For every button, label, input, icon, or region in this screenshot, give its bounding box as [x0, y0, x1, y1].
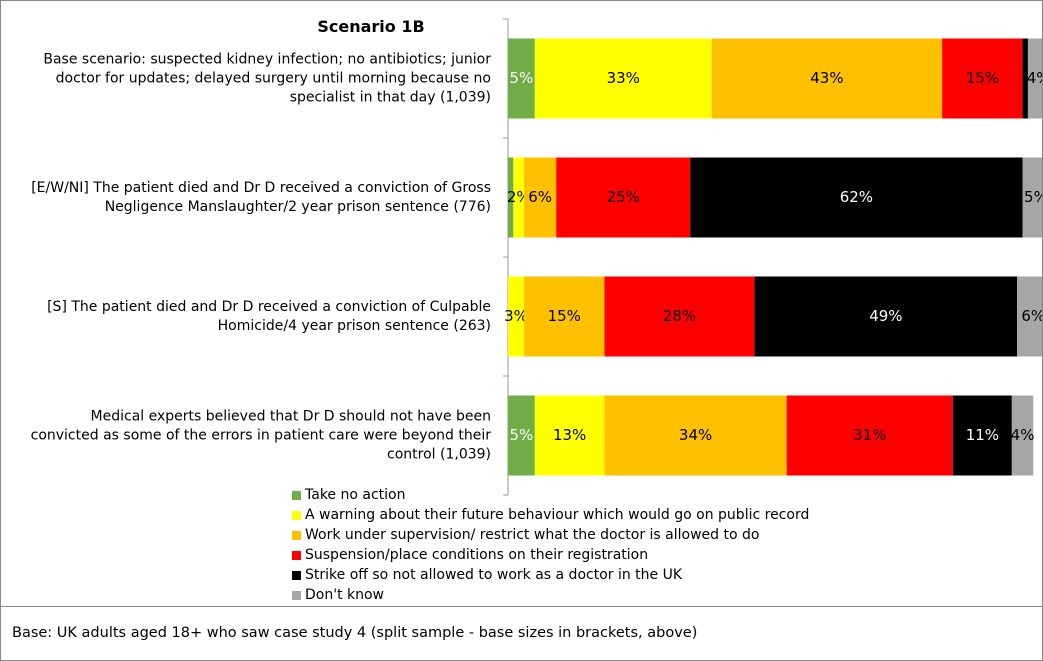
data-label: 5% — [510, 426, 534, 444]
bar-segment — [711, 38, 943, 119]
legend-swatch — [292, 570, 301, 580]
legend-label: Suspension/place conditions on their reg… — [305, 547, 649, 563]
bar-segment — [604, 395, 787, 476]
bar-segment — [508, 276, 525, 357]
data-label: 43% — [810, 69, 843, 87]
bar-segment — [690, 157, 1023, 238]
bar-segment — [1017, 276, 1042, 357]
legend-item: Work under supervision/ restrict what th… — [292, 525, 809, 545]
legend-label: Strike off so not allowed to work as a d… — [305, 567, 683, 583]
legend-swatch — [292, 490, 301, 500]
data-label: 6% — [528, 188, 552, 206]
category-label: Base scenario: suspected kidney infectio… — [43, 51, 491, 105]
footnote: Base: UK adults aged 18+ who saw case st… — [12, 625, 698, 641]
category-label: [E/W/NI] The patient died and Dr D recei… — [31, 179, 491, 215]
bar-segment — [513, 157, 525, 238]
bar-segment — [942, 38, 1023, 119]
data-label: 6% — [1021, 307, 1043, 325]
data-label: 5% — [1024, 188, 1043, 206]
bar-segment — [556, 157, 691, 238]
data-label: 13% — [553, 426, 586, 444]
data-label: 4% — [1011, 426, 1035, 444]
bar-segment — [524, 276, 605, 357]
separator — [1, 606, 1042, 607]
category-label: Medical experts believed that Dr D shoul… — [30, 408, 491, 462]
bar-segment — [534, 395, 605, 476]
legend-item: Strike off so not allowed to work as a d… — [292, 565, 809, 585]
bar-segment — [1022, 157, 1042, 238]
legend-swatch — [292, 550, 301, 560]
legend: Take no action A warning about their futu… — [292, 485, 809, 605]
legend-label: A warning about their future behaviour w… — [305, 507, 810, 523]
legend-item: Don't know — [292, 585, 809, 605]
data-label: 62% — [840, 188, 873, 206]
legend-swatch — [292, 590, 301, 600]
bar-segment — [604, 276, 755, 357]
bar-segment — [1011, 395, 1034, 476]
legend-item: A warning about their future behaviour w… — [292, 505, 809, 525]
data-label: 25% — [607, 188, 640, 206]
data-label: 49% — [869, 307, 902, 325]
legend-label: Don't know — [305, 587, 385, 603]
bar-segment — [508, 38, 535, 119]
data-label: 33% — [607, 69, 640, 87]
legend-swatch — [292, 510, 301, 520]
data-label: 5% — [510, 69, 534, 87]
category-label: [S] The patient died and Dr D received a… — [47, 298, 491, 334]
chart-title: Scenario 1B — [317, 17, 425, 36]
data-label: 15% — [966, 69, 999, 87]
legend-item: Take no action — [292, 485, 809, 505]
bar-segment — [786, 395, 953, 476]
data-label: 15% — [548, 307, 581, 325]
data-label: 28% — [663, 307, 696, 325]
bar-segment — [1027, 38, 1042, 119]
bar-segment — [534, 38, 712, 119]
legend-item: Suspension/place conditions on their reg… — [292, 545, 809, 565]
bar-segment — [524, 157, 557, 238]
legend-label: Take no action — [305, 487, 406, 503]
data-label: 4% — [1027, 69, 1043, 87]
data-label: 34% — [679, 426, 712, 444]
bar-segment — [508, 395, 535, 476]
bar-segment — [952, 395, 1012, 476]
bar-segment — [508, 157, 514, 238]
bar-segment — [1022, 38, 1028, 119]
legend-swatch — [292, 530, 301, 540]
data-label: 3% — [504, 307, 528, 325]
data-label: 31% — [853, 426, 886, 444]
bar-segment — [754, 276, 1018, 357]
data-label: 11% — [966, 426, 999, 444]
legend-label: Work under supervision/ restrict what th… — [305, 527, 760, 543]
